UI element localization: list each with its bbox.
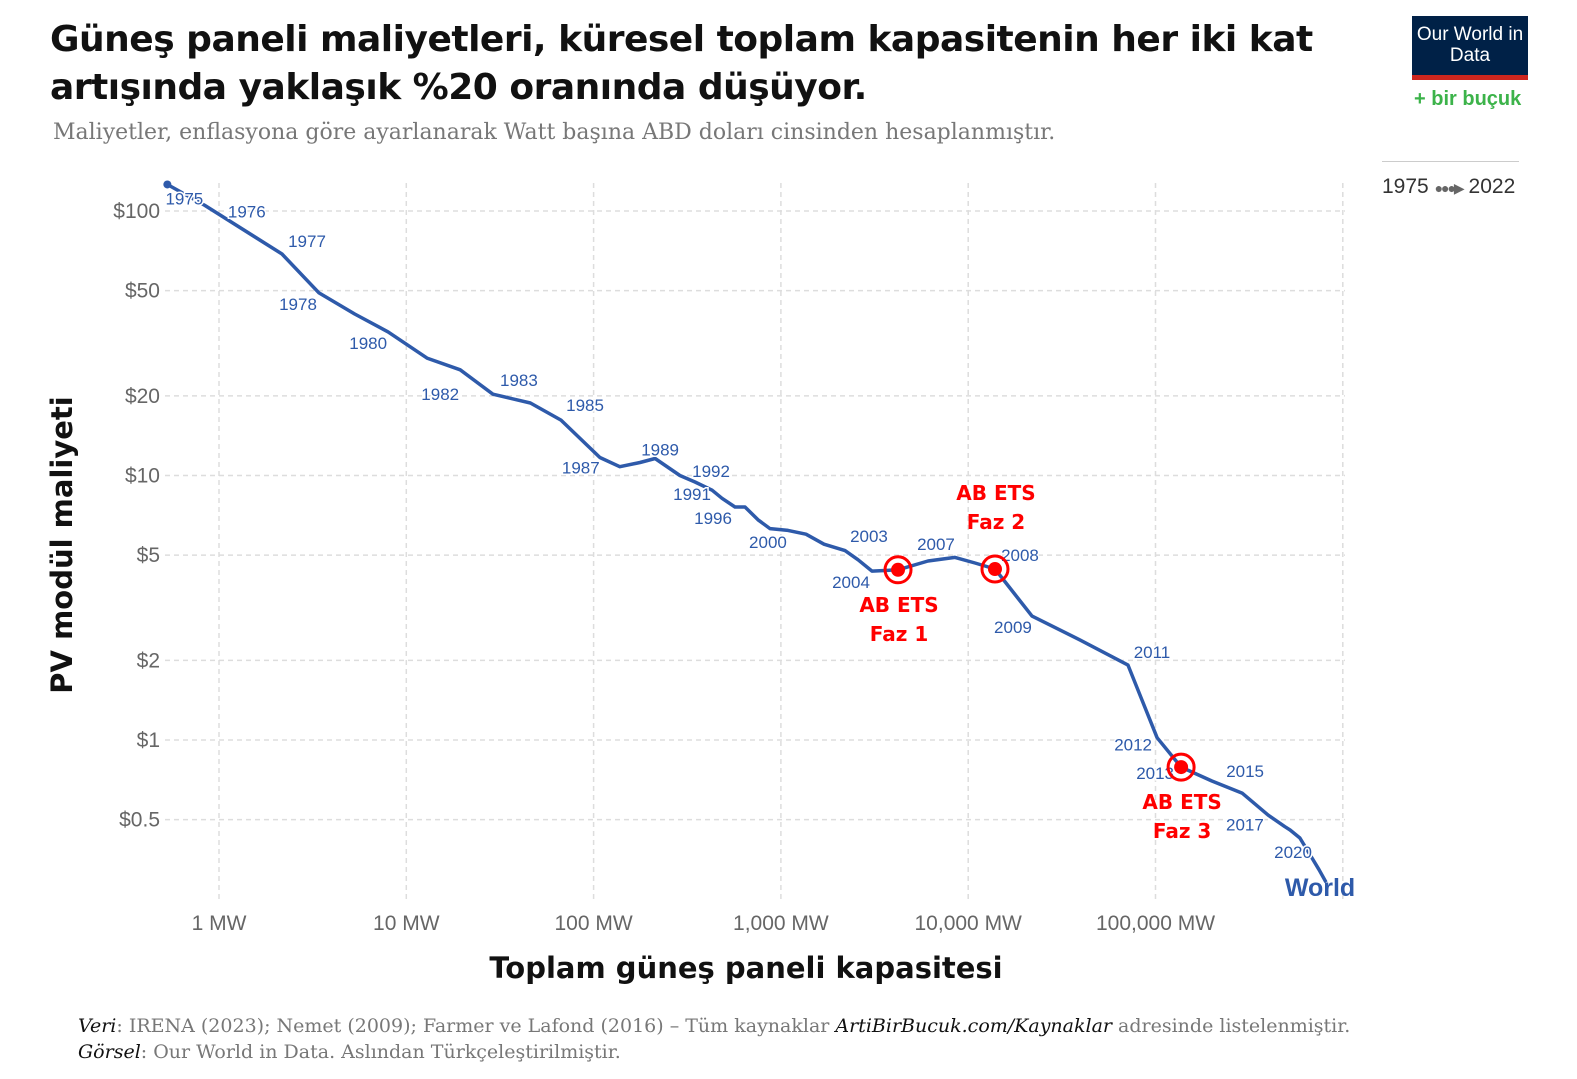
eu-ets-annotation-line1: AB ETS [1142, 790, 1221, 814]
chart-title: Güneş paneli maliyetleri, küresel toplam… [50, 19, 1313, 108]
eu-ets-annotation-line1: AB ETS [956, 481, 1035, 505]
year-label: 1980 [349, 334, 387, 353]
year-label: 1978 [279, 295, 317, 314]
legend-divider [1382, 161, 1519, 162]
x-tick-label: 100 MW [555, 912, 633, 935]
y-tick-label: $50 [125, 280, 160, 303]
chart-subtitle: Maliyetler, enflasyona göre ayarlanarak … [53, 120, 1056, 145]
y-tick-label: $20 [125, 385, 160, 408]
year-label: 1992 [692, 462, 730, 481]
year-label: 1982 [421, 385, 459, 404]
series-label-world: World [1285, 874, 1355, 902]
year-label: 2015 [1226, 762, 1264, 781]
year-label: 2012 [1114, 736, 1152, 755]
year-label: 2007 [917, 535, 955, 554]
footer-data-end: adresinde listelenmiştir. [1112, 1015, 1351, 1037]
year-label: 1985 [566, 396, 604, 415]
footer-data-label: Veri [78, 1015, 117, 1037]
eu-ets-marker-dot [891, 562, 906, 577]
year-label: 1989 [641, 440, 679, 459]
x-tick-label: 1,000 MW [733, 912, 829, 935]
year-label: 2000 [749, 533, 787, 552]
y-tick-label: $1 [137, 729, 160, 752]
x-axis-title: Toplam güneş paneli kapasitesi [489, 951, 1002, 985]
footer-visual-text: : Our World in Data. Aslından Türkçeleşt… [140, 1041, 621, 1063]
eu-ets-marker-ring [980, 554, 1010, 584]
year-label: 2009 [994, 618, 1032, 637]
year-label: 1987 [562, 459, 600, 478]
y-tick-label: $100 [113, 200, 160, 223]
eu-ets-annotation-line1: AB ETS [859, 593, 938, 617]
year-label: 1996 [694, 509, 732, 528]
y-tick-label: $0.5 [119, 809, 160, 832]
x-tick-label: 1 MW [192, 912, 247, 935]
footer: Veri: IRENA (2023); Nemet (2009); Farmer… [78, 1013, 1350, 1065]
eu-ets-marker-ring [1166, 752, 1196, 782]
year-label: 2008 [1001, 546, 1039, 565]
footer-data-text: : IRENA (2023); Nemet (2009); Farmer ve … [116, 1015, 836, 1037]
year-label: 2013 [1136, 764, 1174, 783]
series-line-world [166, 182, 1328, 884]
y-tick-label: $5 [137, 544, 160, 567]
year-label: 1991 [673, 485, 711, 504]
year-label: 2017 [1226, 816, 1264, 835]
year-label: 1976 [228, 202, 266, 221]
eu-ets-marker-ring [883, 555, 913, 585]
eu-ets-annotation-line2: Faz 2 [967, 510, 1026, 534]
y-tick-label: $2 [137, 649, 160, 672]
eu-ets-annotation-line2: Faz 3 [1153, 819, 1212, 843]
timeline-legend[interactable]: 1975 ●●●▶ 2022 [1382, 175, 1515, 199]
partner-logo: + bir buçuk [1414, 88, 1522, 110]
eu-ets-annotation-line2: Faz 1 [870, 622, 929, 646]
year-label: 1983 [500, 371, 538, 390]
year-label: 1975 [165, 189, 203, 208]
year-label: 2011 [1134, 643, 1171, 662]
year-label: 2004 [832, 573, 870, 592]
y-axis-title: PV modül maliyeti [45, 396, 79, 693]
x-tick-label: 100,000 MW [1096, 912, 1215, 935]
y-tick-label: $10 [125, 465, 160, 488]
legend-end: 2022 [1468, 175, 1516, 198]
footer-sources-link[interactable]: ArtiBirBucuk.com/Kaynaklar [835, 1015, 1112, 1037]
x-tick-label: 10 MW [373, 912, 440, 935]
year-label: 2020 [1274, 843, 1312, 862]
x-tick-label: 10,000 MW [915, 912, 1023, 935]
year-label: 2003 [850, 527, 888, 546]
legend-start: 1975 [1382, 175, 1429, 198]
year-label: 1977 [288, 232, 326, 251]
dots-arrow-icon: ●●●▶ [1434, 180, 1465, 196]
owid-logo[interactable]: Our World in Data [1412, 16, 1528, 80]
eu-ets-marker-dot [1174, 760, 1189, 775]
eu-ets-marker-dot [987, 562, 1002, 577]
footer-visual-label: Görsel [78, 1041, 141, 1063]
